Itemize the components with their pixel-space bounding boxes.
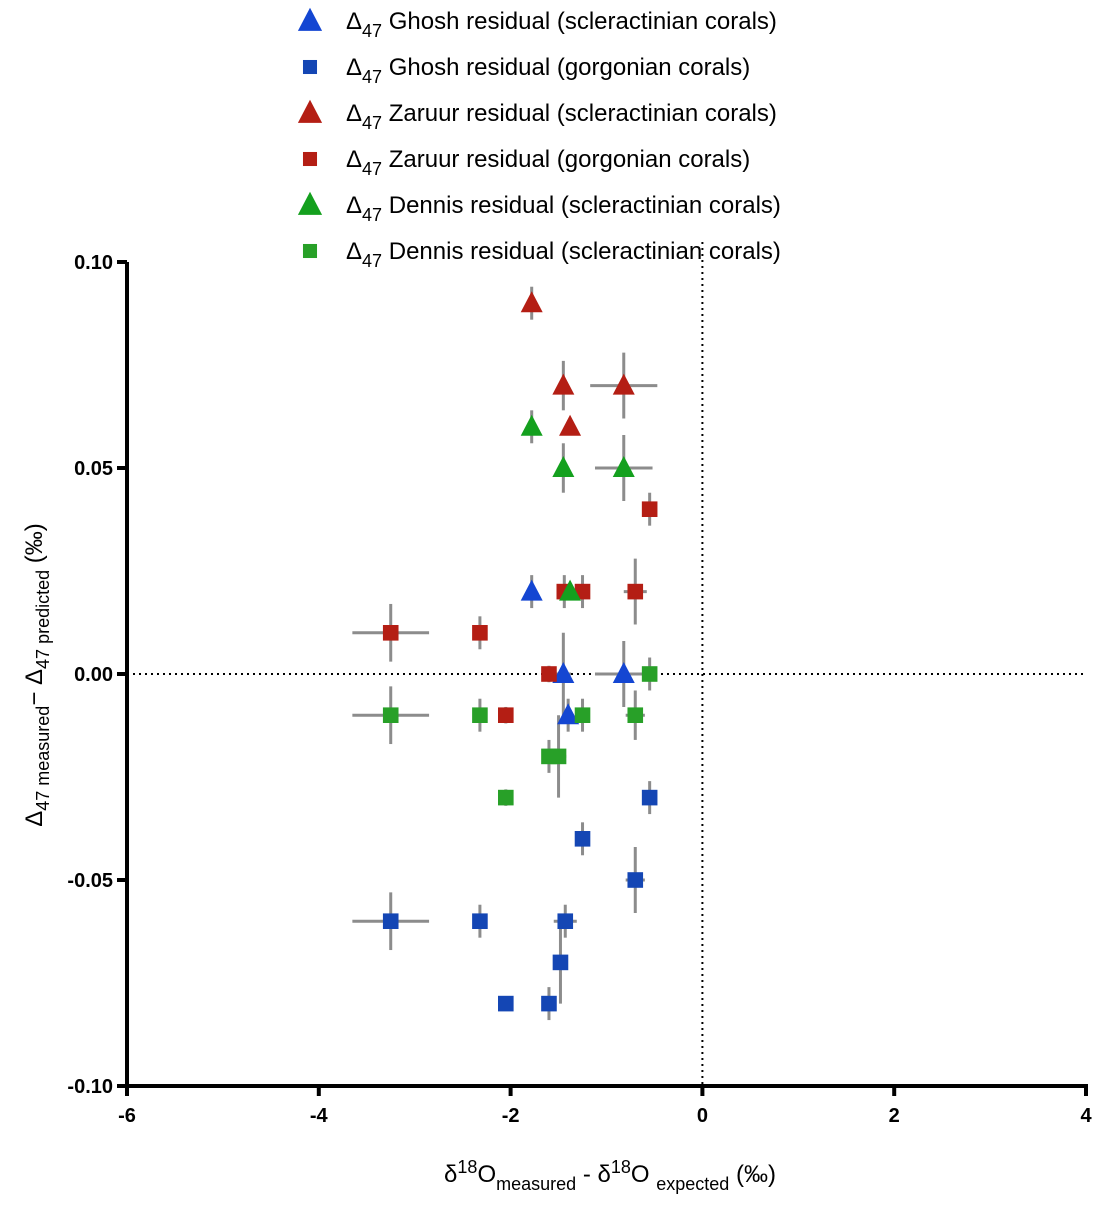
x-tick-label: 2: [889, 1105, 900, 1127]
legend-entry: Δ47 Zaruur residual (scleractinian coral…: [346, 100, 777, 133]
axes: [117, 260, 1088, 1096]
data-point: [574, 707, 591, 723]
legend-entry: Δ47 Dennis residual (scleractinian coral…: [346, 238, 781, 271]
reference-lines: [127, 242, 1086, 1086]
data-point: [498, 995, 514, 1012]
data-point: [627, 583, 644, 600]
data-point: [612, 456, 635, 477]
data-point: [641, 666, 658, 682]
data-point: [552, 954, 569, 971]
y-tick-label: 0.10: [74, 252, 113, 274]
legend: Δ47 Ghosh residual (scleractinian corals…: [297, 7, 781, 271]
data-point: [627, 707, 644, 723]
data-point: [552, 662, 575, 683]
legend-marker: [297, 191, 323, 215]
data-point: [382, 913, 399, 929]
x-axis-title: δ18Omeasured - δ18O expected (‰): [444, 1157, 776, 1194]
data-point: [557, 703, 580, 725]
data-point: [574, 583, 591, 600]
data-points: [382, 291, 658, 1012]
data-point: [627, 872, 644, 888]
data-point: [541, 995, 557, 1012]
y-tick-label: -0.05: [67, 870, 113, 892]
legend-entry: Δ47 Ghosh residual (gorgonian corals): [346, 54, 750, 87]
y-tick-label: 0.05: [74, 458, 113, 480]
data-point: [552, 456, 575, 477]
y-tick-label: 0.00: [74, 664, 113, 686]
x-tick-label: 0: [697, 1105, 708, 1127]
tick-labels: -6 -4 -2 0 2 4 -0.10 -0.05 0.00 0.05 0.10: [67, 252, 1092, 1127]
data-point: [498, 707, 514, 723]
data-point: [520, 579, 543, 601]
data-point: [559, 579, 582, 601]
legend-entry: Δ47 Dennis residual (scleractinian coral…: [346, 192, 781, 225]
data-point: [557, 913, 574, 929]
data-point: [552, 373, 575, 395]
legend-marker: [302, 59, 318, 75]
data-point: [612, 373, 635, 395]
data-point: [641, 789, 658, 806]
legend-marker: [297, 7, 323, 31]
data-point: [472, 707, 488, 723]
x-tick-label: -4: [310, 1105, 329, 1127]
data-point: [472, 913, 488, 929]
data-point: [612, 662, 635, 683]
x-tick-label: -2: [502, 1105, 520, 1127]
y-tick-label: -0.10: [67, 1076, 113, 1098]
data-point: [382, 707, 399, 723]
data-point: [498, 789, 514, 806]
data-point: [541, 666, 557, 682]
error-bars: [352, 286, 658, 1021]
data-point: [559, 414, 582, 436]
data-point: [520, 291, 543, 313]
data-point: [520, 414, 543, 436]
data-point: [641, 501, 658, 517]
legend-entry: Δ47 Zaruur residual (gorgonian corals): [346, 146, 750, 179]
legend-entry: Δ47 Ghosh residual (scleractinian corals…: [346, 8, 777, 41]
legend-marker: [302, 151, 318, 167]
data-point: [472, 625, 488, 641]
data-point: [574, 831, 591, 847]
data-point: [550, 748, 567, 765]
legend-marker: [302, 243, 318, 259]
y-axis-title: Δ47 measured− Δ47 predicted (‰): [21, 523, 53, 827]
data-point: [382, 625, 399, 641]
x-tick-label: 4: [1080, 1105, 1092, 1127]
x-tick-label: -6: [118, 1105, 136, 1127]
legend-marker: [297, 99, 323, 123]
